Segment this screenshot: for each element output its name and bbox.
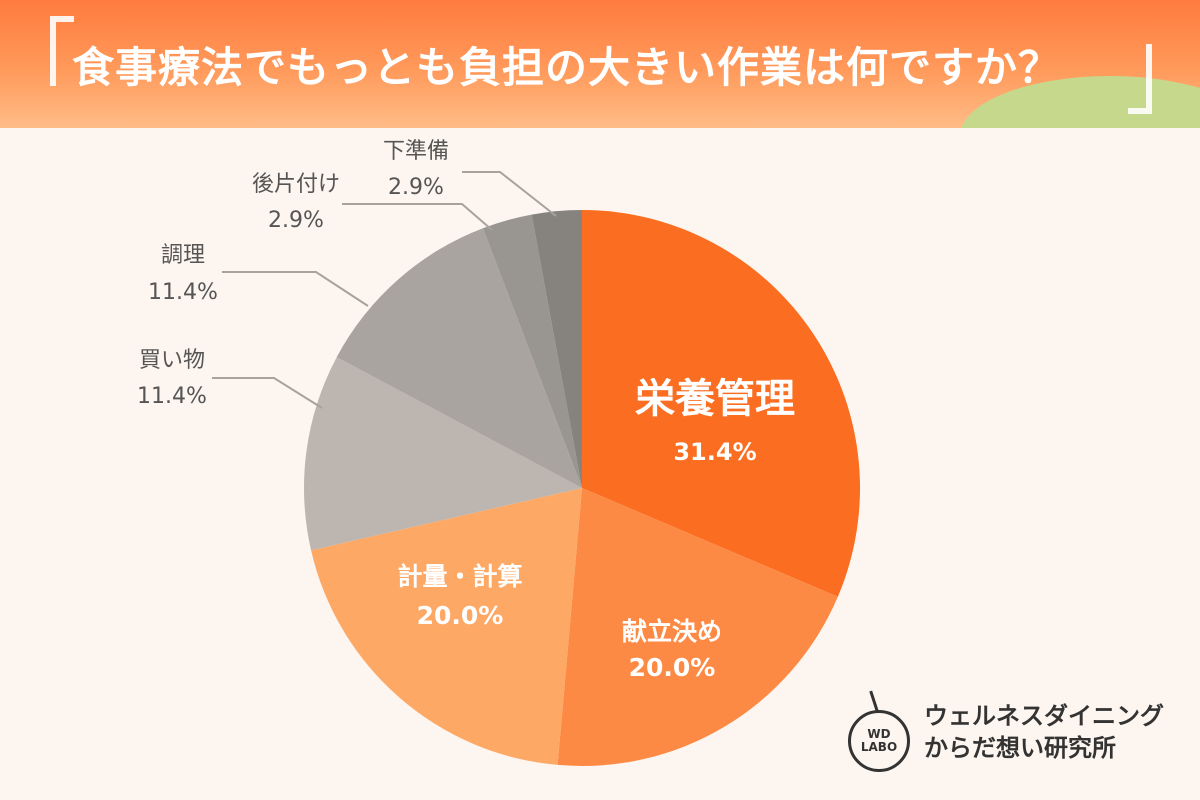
close-bracket-icon <box>1128 44 1152 114</box>
slice-value-3: 11.4% <box>137 384 207 409</box>
brand-name: ウェルネスダイニング からだ想い研究所 <box>924 700 1164 764</box>
slice-label-3: 買い物 <box>139 348 205 373</box>
slice-value-2: 20.0% <box>417 601 504 630</box>
slice-value-5: 2.9% <box>268 208 324 233</box>
pie-slice-1 <box>557 488 838 767</box>
leader-line-6 <box>462 171 557 217</box>
slice-value-1: 20.0% <box>629 653 716 682</box>
slice-label-0: 栄養管理 <box>635 376 795 422</box>
chart-title: 食事療法でもっとも負担の大きい作業は何ですか？ <box>72 43 1062 92</box>
slice-label-4: 調理 <box>161 243 205 268</box>
header-banner: 食事療法でもっとも負担の大きい作業は何ですか？ <box>0 0 1200 128</box>
slice-value-6: 2.9% <box>388 175 444 200</box>
slice-labels: 栄養管理 31.4% 献立決め 20.0% 計量・計算 20.0% 買い物 11.4% 調理 11… <box>137 139 795 682</box>
slice-label-1: 献立決め <box>622 617 722 646</box>
slice-label-2: 計量・計算 <box>397 562 522 591</box>
slice-value-4: 11.4% <box>148 280 218 305</box>
brand-name-line1: ウェルネスダイニング <box>924 702 1164 730</box>
brand-name-line2: からだ想い研究所 <box>924 734 1116 762</box>
leader-line-3 <box>212 377 323 409</box>
slice-value-0: 31.4% <box>673 438 756 466</box>
pie-slices <box>304 210 860 767</box>
badge-top-text: WD <box>867 727 891 741</box>
pie-slice-6 <box>531 210 582 488</box>
leader-line-5 <box>342 203 493 231</box>
pie-slice-5 <box>482 214 582 488</box>
pie-slice-0 <box>582 210 860 597</box>
leader-line-4 <box>222 271 369 307</box>
leader-lines <box>212 171 557 409</box>
badge-bottom-text: LABO <box>860 740 898 754</box>
pie-slice-3 <box>304 357 582 551</box>
wd-labo-badge-icon: WD LABO <box>848 710 910 772</box>
open-bracket-icon <box>50 16 74 86</box>
slice-label-5: 後片付け <box>252 172 340 197</box>
pie-slice-4 <box>336 228 582 488</box>
brand-logo: WD LABO ウェルネスダイニング からだ想い研究所 <box>840 690 1180 772</box>
slice-label-6: 下準備 <box>383 139 449 164</box>
pie-slice-2 <box>311 488 582 765</box>
